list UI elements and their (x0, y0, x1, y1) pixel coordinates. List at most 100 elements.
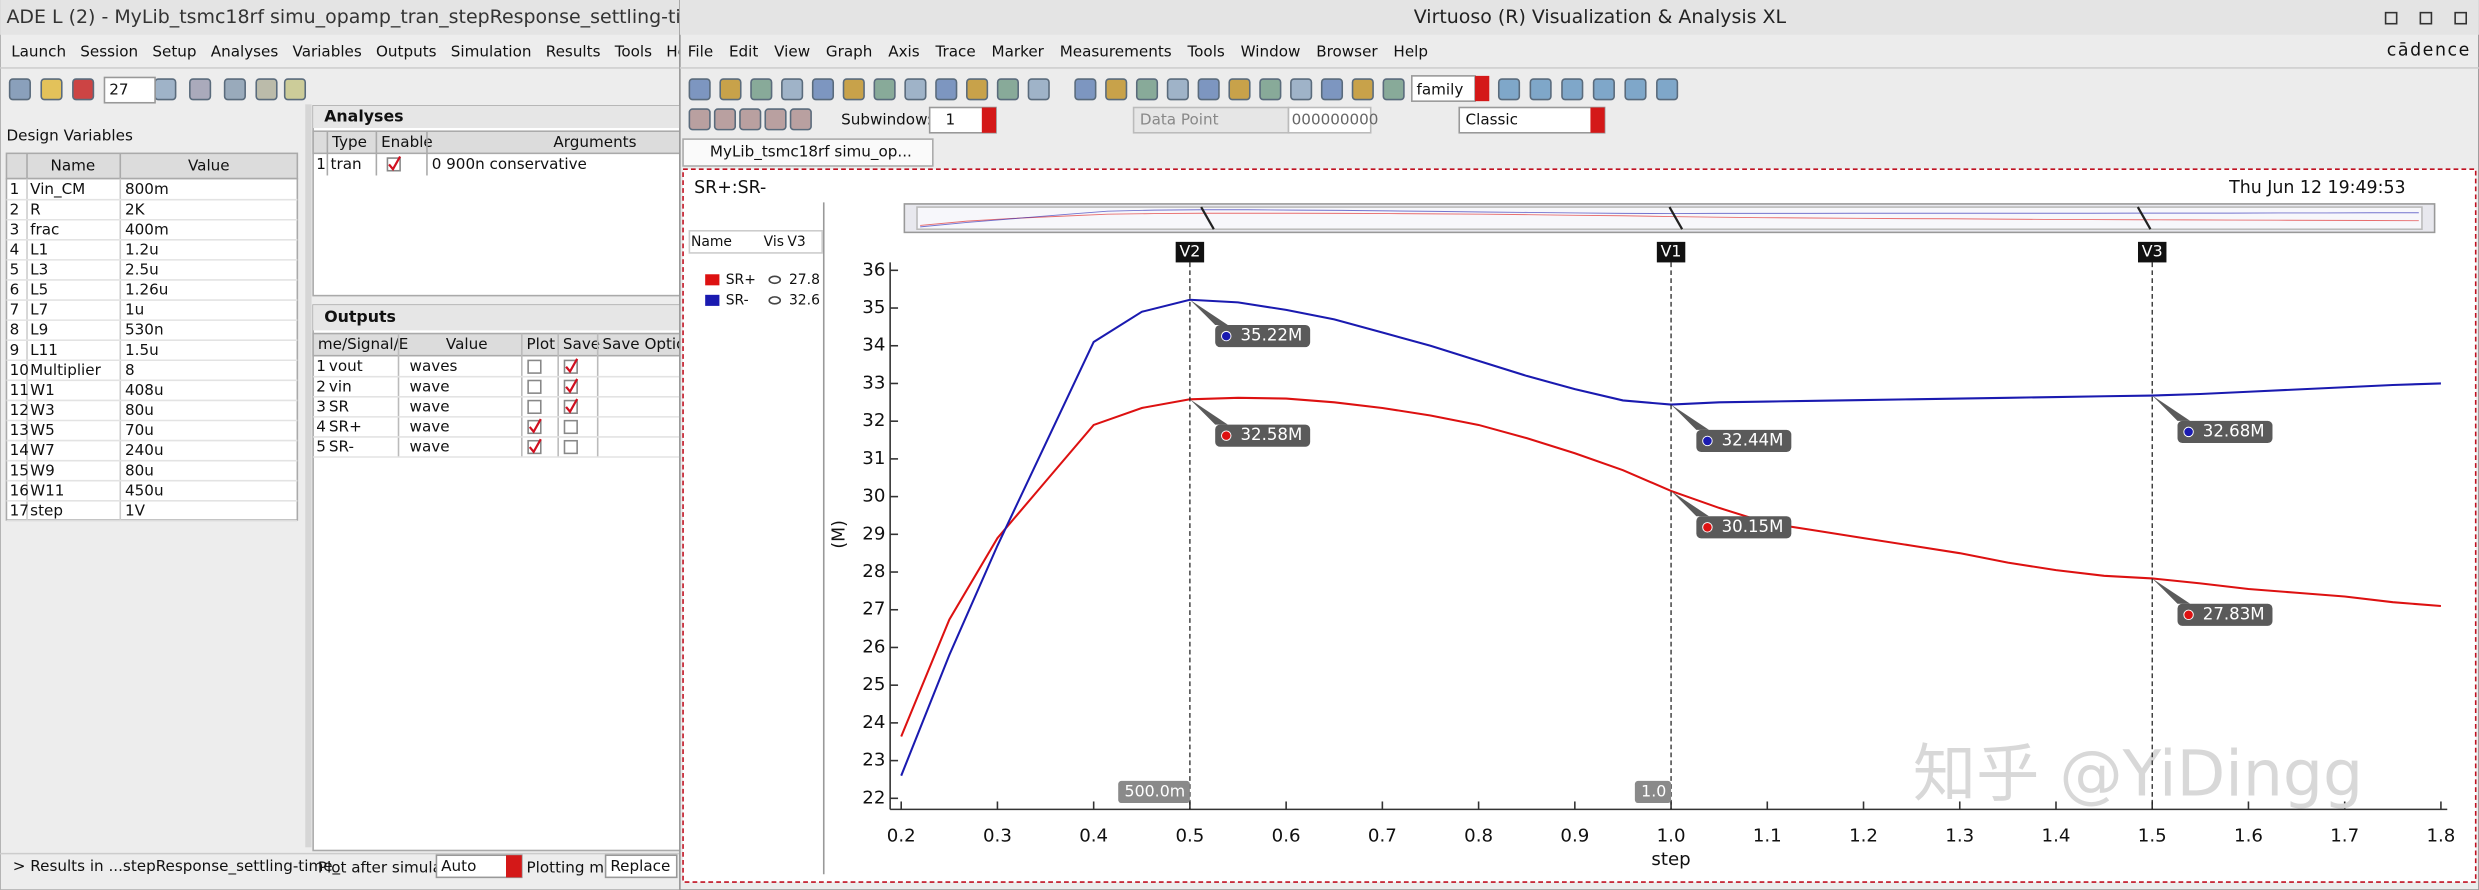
y-tick-label: 34 (862, 335, 885, 356)
toolbar-icon[interactable] (1561, 78, 1584, 101)
menu-item[interactable]: File (688, 43, 713, 61)
menu-item[interactable]: Simulation (451, 43, 532, 61)
toolbar-icon[interactable] (764, 108, 787, 131)
menu-item[interactable]: Results (546, 43, 601, 61)
toolbar-icon[interactable] (688, 78, 711, 101)
menu-item[interactable]: Help (1393, 43, 1428, 61)
menu-item[interactable]: Trace (934, 43, 975, 61)
output-value: wave (410, 438, 450, 456)
toolbar-icon[interactable] (1259, 78, 1282, 101)
window-tab[interactable] (682, 138, 934, 167)
toolbar-icon[interactable] (1592, 78, 1615, 101)
toolbar-icon[interactable] (1529, 78, 1552, 101)
legend-header: V3 (787, 234, 805, 250)
checkbox[interactable] (563, 419, 578, 435)
marker-tag[interactable] (1656, 241, 1686, 263)
toolbar-icon[interactable] (811, 78, 835, 101)
family-select[interactable] (1411, 75, 1476, 102)
overview-marker (2136, 206, 2152, 230)
checkmark (388, 155, 402, 172)
menu-item[interactable]: Edit (729, 43, 758, 61)
temperature-field[interactable] (103, 76, 156, 104)
toolbar-icon[interactable] (1197, 78, 1220, 101)
toolbar-icon[interactable] (1228, 78, 1251, 101)
coordinate-value: 000000000 (1292, 111, 1379, 129)
toolbar-icon[interactable] (8, 78, 31, 101)
toolbar-icon[interactable] (40, 78, 63, 101)
toolbar-icon[interactable] (688, 108, 711, 131)
menu-item[interactable]: Outputs (376, 43, 437, 61)
toolbar-icon[interactable] (1497, 78, 1521, 101)
annotation-label: 32.44M (1722, 430, 1784, 449)
toolbar-icon[interactable] (283, 78, 307, 101)
toolbar-icon[interactable] (1027, 78, 1050, 101)
toolbar-icon[interactable] (189, 78, 212, 101)
visibility-icon[interactable] (768, 275, 782, 285)
output-name: SR+ (329, 417, 362, 435)
toolbar-icon[interactable] (719, 78, 742, 101)
toolbar-icon[interactable] (255, 78, 278, 101)
menu-item[interactable]: Setup (152, 43, 196, 61)
toolbar-icon[interactable] (966, 78, 989, 101)
menu-item[interactable]: Tools (614, 43, 652, 61)
marker-tag[interactable] (2137, 241, 2167, 263)
toolbar-icon[interactable] (1074, 78, 1097, 101)
toolbar-icon[interactable] (1105, 78, 1128, 101)
menu-item[interactable]: Window (1241, 43, 1301, 61)
annotation-point (2183, 426, 2194, 438)
toolbar-icon[interactable] (739, 108, 762, 131)
x-tick-label: 0.5 (1175, 825, 1204, 846)
toolbar-icon[interactable] (842, 78, 865, 101)
toolbar-icon[interactable] (713, 108, 737, 131)
toolbar-icon[interactable] (781, 78, 804, 101)
toolbar-icon[interactable] (1382, 78, 1405, 101)
close-button[interactable] (2454, 11, 2468, 25)
menu-item[interactable]: Variables (293, 43, 362, 61)
checkbox[interactable] (563, 439, 578, 455)
menu-item[interactable]: Analyses (211, 43, 279, 61)
menu-item[interactable]: Session (80, 43, 138, 61)
menu-item[interactable]: View (774, 43, 810, 61)
menu-item[interactable]: Graph (826, 43, 873, 61)
annotation-box (1215, 325, 1311, 348)
menu-item[interactable]: Measurements (1060, 43, 1172, 61)
toolbar-icon[interactable] (1624, 78, 1647, 101)
column-header: Save (563, 335, 600, 353)
visibility-icon[interactable] (768, 296, 782, 305)
row-index: 1 (316, 357, 326, 375)
menu-item[interactable]: Tools (1186, 43, 1224, 61)
minimize-button[interactable] (2384, 11, 2398, 25)
menu-item[interactable]: Axis (888, 43, 920, 61)
row-index: 1 (10, 180, 20, 198)
toolbar-icon[interactable] (1290, 78, 1313, 101)
toolbar-icon[interactable] (873, 78, 896, 101)
marker-x-label-box (1634, 780, 1672, 804)
checkbox[interactable] (527, 379, 542, 394)
marker-tag[interactable] (1175, 241, 1205, 263)
toolbar-icon[interactable] (1135, 78, 1159, 101)
menu-item[interactable]: Browser (1316, 43, 1378, 61)
toolbar-icon[interactable] (1351, 78, 1374, 101)
y-tick-label: 35 (862, 297, 885, 318)
toolbar-icon[interactable] (154, 78, 177, 101)
plotting-mode-select[interactable] (604, 854, 678, 879)
menu-item[interactable]: Marker (992, 43, 1045, 61)
marker-tag-label: V3 (2142, 242, 2163, 261)
toolbar-icon[interactable] (223, 78, 246, 101)
menu-item[interactable]: Launch (11, 43, 66, 61)
checkmark (565, 378, 579, 394)
toolbar-icon[interactable] (72, 78, 95, 101)
toolbar-icon[interactable] (935, 78, 958, 101)
toolbar-icon[interactable] (789, 108, 812, 131)
dropdown-arrow (981, 107, 997, 133)
toolbar-icon[interactable] (1656, 78, 1679, 101)
checkbox[interactable] (527, 359, 542, 374)
toolbar-icon[interactable] (996, 78, 1019, 101)
toolbar-icon[interactable] (1166, 78, 1189, 101)
toolbar-icon[interactable] (1320, 78, 1344, 101)
x-tick-label: 1.0 (1657, 825, 1686, 846)
checkbox[interactable] (527, 399, 542, 415)
maximize-button[interactable] (2419, 11, 2433, 25)
toolbar-icon[interactable] (904, 78, 927, 101)
toolbar-icon[interactable] (750, 78, 773, 101)
